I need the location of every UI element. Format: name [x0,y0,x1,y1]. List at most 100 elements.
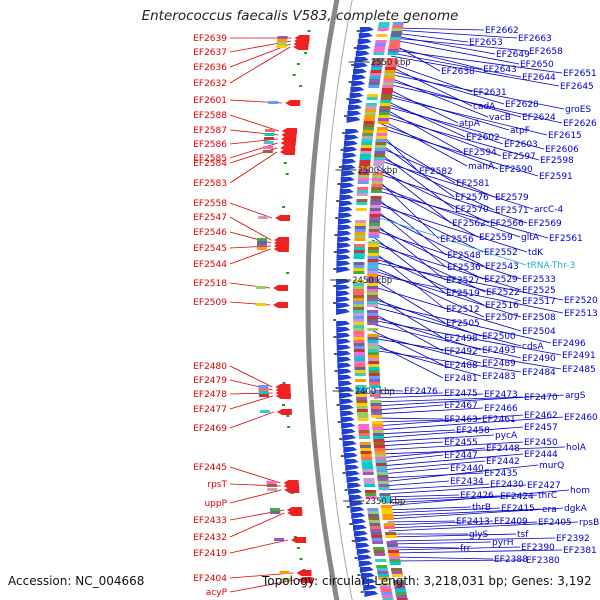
cog-category-block [353,349,365,352]
forward-gene-arrow [355,51,370,57]
right-gene-label: tdK [528,248,544,258]
cog-category-block [369,76,381,79]
left-leader-line [229,539,289,554]
gene-labels: EF2639 EF2637 EF2636 EF2632 EF2601 EF2588 EF25… [193,26,599,598]
right-leader-line [386,79,522,118]
cog-category-block [375,463,387,466]
cog-category-block [361,142,373,145]
cog-category-block [367,349,379,352]
cog-category-block [371,64,383,67]
cog-category-block [356,397,368,400]
cog-category-block [369,220,381,223]
cog-category-block [363,481,375,484]
right-gene-label: atpF [510,126,530,136]
cog-category-block [353,337,365,340]
small-feature [340,149,344,151]
right-gene-label: EF2576 [455,193,489,203]
scale-tick-label: 2350 kbp [365,497,405,507]
right-gene-label: thrB [472,503,491,513]
right-gene-label: EF2466 [484,404,518,414]
forward-gene-arrow [362,579,377,585]
right-leader-line [378,142,455,198]
left-gene-label: EF2518 [193,279,227,289]
forward-gene-arrow [338,387,353,393]
cog-category-block [361,457,373,460]
scale-tick-label: 2450 kbp [352,276,392,286]
right-leader-line [391,52,522,78]
right-gene-label: EF2490 [522,354,556,364]
forward-gene-arrow [336,255,351,261]
small-feature [356,30,360,32]
small-feature [333,353,337,355]
forward-gene-arrow [336,309,351,315]
cog-category-block [354,244,365,247]
right-gene-label: EF2460 [564,413,598,423]
cog-category-block [391,31,403,34]
cog-category-block [367,343,379,346]
cog-category-block [370,70,382,73]
cog-category-block [378,115,390,118]
cog-category-block [358,166,370,169]
cog-category-block [373,163,385,166]
right-leader-line [384,99,466,138]
cog-category-block [357,190,368,193]
cog-category-block [381,595,393,598]
cog-category-block [355,379,367,382]
right-leader-line [378,441,444,447]
right-leader-line [380,467,450,475]
forward-gene-arrow [364,591,379,597]
label-leader-lines [229,27,579,593]
cog-category-block [386,58,398,61]
right-gene-label: EF2644 [522,73,556,83]
right-leader-line [387,520,456,523]
cog-category-block [396,595,408,598]
forward-gene-arrow [337,225,352,231]
right-gene-label: EF2483 [482,372,516,382]
right-leader-line [378,441,524,451]
forward-gene-arrow [336,249,351,255]
cog-category-block [360,148,372,151]
right-gene-label: EF2626 [563,119,597,129]
forward-gene-arrow [336,333,351,339]
right-gene-label: hom [570,486,590,496]
rna-marker [307,30,311,32]
cog-category-block [382,517,394,520]
cog-category-block [380,589,392,592]
left-gene-label: EF2480 [193,362,227,372]
reverse-gene-arrow [296,570,312,576]
right-gene-label: EF2571 [495,206,529,216]
right-gene-label: EF2533 [522,275,556,285]
cog-category-block [354,229,366,232]
reverse-gene-block [267,488,278,491]
cog-category-block [357,415,369,418]
right-gene-label: EF2566 [490,219,524,229]
cog-category-block [367,289,378,292]
cog-category-block [374,553,386,556]
cog-category-block [372,430,384,433]
forward-gene-arrow [347,483,362,489]
small-feature [334,234,338,236]
right-leader-line [386,83,563,124]
forward-gene-arrow [339,195,354,201]
reverse-gene-block [263,141,274,144]
left-gene-label: EF2419 [193,549,227,559]
right-leader-line [381,472,484,479]
reverse-gene-arrow [273,302,288,308]
cog-category-block [368,235,380,238]
reverse-gene-block [264,133,275,136]
cog-category-block [384,73,396,76]
right-leader-line [380,460,486,471]
right-leader-line [370,301,552,344]
right-gene-label: EF2505 [446,319,480,329]
reverse-gene-arrow [297,577,313,583]
forward-gene-arrow [358,561,373,567]
cog-category-block [380,97,392,100]
right-gene-label: EF2426 [460,491,494,501]
right-leader-line [370,285,522,332]
cog-category-block [374,454,386,457]
cog-category-block [368,232,380,235]
right-leader-line [378,146,495,198]
cog-category-block [353,352,365,355]
forward-gene-arrow [336,327,351,333]
reverse-gene-arrow [291,537,307,543]
